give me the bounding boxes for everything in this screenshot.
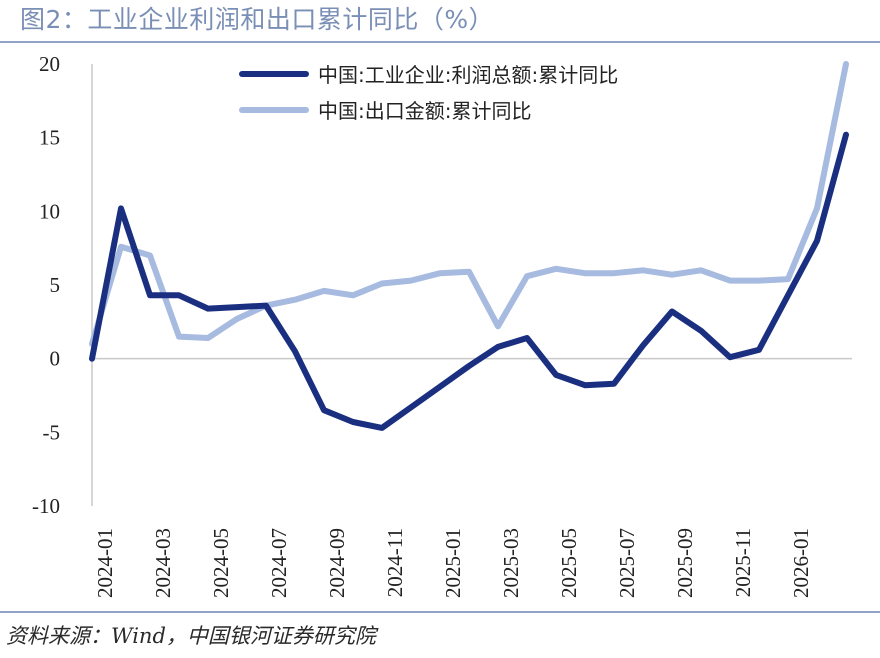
x-tick-label: 2026-01 [789,528,813,598]
x-tick-label: 2024-07 [267,528,291,598]
y-tick-label: 0 [50,347,61,371]
x-tick-label: 2025-07 [615,528,639,598]
y-tick-label: -10 [32,494,60,518]
y-tick-label: 10 [39,199,60,223]
y-tick-label: 5 [50,273,61,297]
series-line-export [89,61,849,347]
x-tick-label: 2024-09 [325,528,349,598]
series-layer [89,61,849,431]
legend-label-profit: 中国:工业企业:利润总额:累计同比 [318,63,618,87]
bottom-divider [0,611,880,613]
x-axis: 2024-01 2024-03 2024-05 2024-07 2024-09 2024-… [92,357,852,598]
series-line-profit [89,131,849,431]
x-tick-label: 2025-11 [731,528,755,597]
y-tick-label: 20 [39,52,60,76]
x-tick-label: 2025-01 [441,528,465,598]
y-tick-label: 15 [39,126,60,150]
figure-title: 图2：工业企业利润和出口累计同比（%） [20,5,495,34]
y-axis: 20 15 10 5 0 -5 -10 [32,52,93,518]
x-tick-label: 2025-05 [557,528,581,598]
x-tick-label: 2024-05 [209,528,233,598]
x-tick-label: 2024-11 [383,528,407,597]
source-note: 资料来源：Wind，中国银河证券研究院 [6,624,376,648]
legend: 中国:工业企业:利润总额:累计同比 中国:出口金额:累计同比 [239,63,618,123]
x-tick-label: 2024-01 [93,528,117,598]
x-tick-label: 2025-09 [673,528,697,598]
x-tick-label: 2024-03 [151,528,175,598]
title-divider [0,41,880,43]
legend-label-export: 中国:出口金额:累计同比 [318,99,531,123]
x-tick-label: 2025-03 [499,528,523,598]
y-tick-label: -5 [43,420,61,444]
